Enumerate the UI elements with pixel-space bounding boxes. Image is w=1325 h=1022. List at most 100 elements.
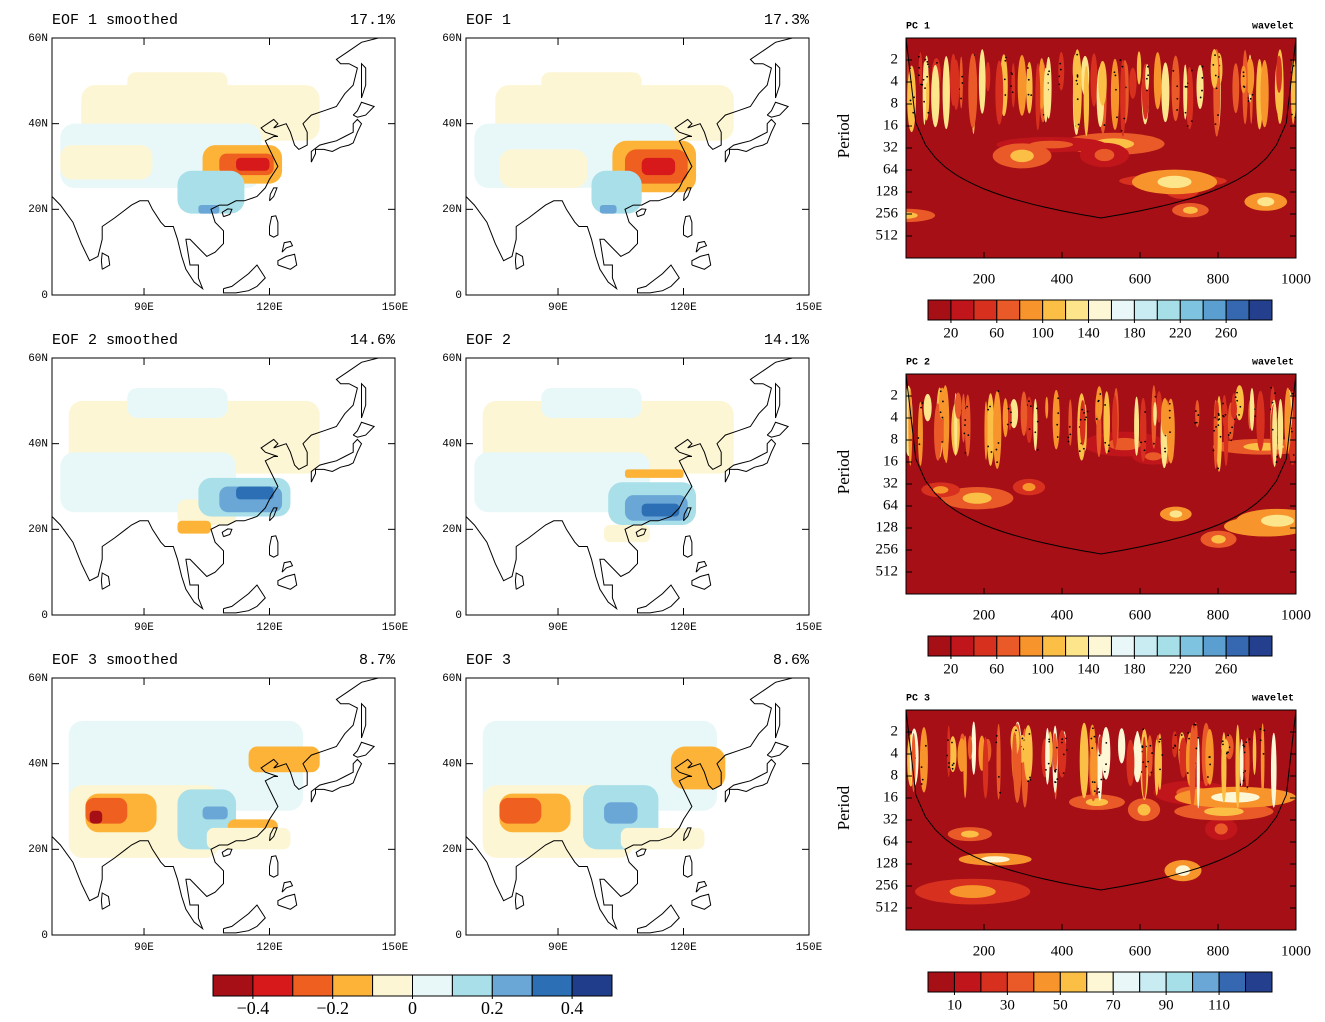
coastline — [683, 535, 693, 558]
panel-subtitle: wavelet — [1252, 21, 1294, 33]
y-tick-label: 512 — [876, 227, 899, 243]
significance-dot — [1243, 751, 1246, 754]
significance-dot — [1056, 436, 1059, 438]
significance-dot — [1104, 404, 1106, 406]
significance-dot — [1242, 779, 1245, 782]
significance-dot — [952, 762, 955, 765]
power-streak — [1260, 723, 1265, 797]
significance-dot — [1251, 93, 1254, 96]
significance-dot — [926, 75, 929, 78]
power-streak — [1057, 729, 1067, 778]
x-tick-label: 120E — [670, 942, 697, 954]
significance-dot — [923, 100, 925, 103]
significance-dot — [941, 416, 944, 419]
panel-subtitle: wavelet — [1252, 357, 1294, 369]
power-core — [1022, 483, 1036, 492]
significance-dot — [1291, 430, 1293, 433]
significance-dot — [1229, 432, 1232, 434]
coastline — [691, 253, 712, 270]
plot-frame — [51, 357, 396, 616]
colorbar-box — [1112, 971, 1141, 993]
significance-dot — [960, 97, 962, 100]
significance-dot — [961, 75, 964, 78]
significance-dot — [951, 741, 953, 744]
colorbar-label: 0 — [408, 998, 417, 1018]
power-streak — [1110, 58, 1120, 130]
colorbar-box — [996, 299, 1021, 321]
coastline — [683, 827, 692, 842]
power-streak — [1025, 396, 1033, 444]
panel-title: EOF 2 — [466, 332, 511, 349]
power-streak — [911, 733, 916, 793]
coastline — [635, 528, 647, 538]
power-streak — [1045, 728, 1050, 785]
power-band — [906, 208, 936, 223]
significance-dot — [1214, 54, 1216, 57]
significance-dot — [1244, 770, 1247, 772]
power-streak — [1171, 731, 1178, 758]
y-axis-label: Period — [834, 449, 853, 494]
significance-dot — [1242, 744, 1245, 747]
power-streak — [1043, 67, 1049, 123]
power-streak — [1133, 733, 1142, 783]
field-shading — [206, 827, 291, 850]
significance-dot — [1291, 392, 1294, 395]
power-streak — [1252, 729, 1257, 775]
x-tick-label: 150E — [382, 942, 409, 954]
significance-dot — [1201, 89, 1203, 92]
power-streak — [1270, 732, 1277, 808]
significance-dot — [1215, 426, 1217, 428]
coastline — [695, 240, 708, 253]
significance-dot — [1056, 423, 1059, 426]
field-shading — [202, 806, 228, 820]
power-streak — [949, 736, 957, 773]
significance-dot — [1010, 411, 1012, 414]
significance-dot — [1007, 407, 1010, 410]
x-tick-label: 90E — [134, 302, 154, 314]
significance-dot — [1217, 114, 1219, 116]
power-core — [1260, 514, 1294, 527]
y-tick-label: 0 — [455, 290, 462, 302]
significance-dot — [1115, 88, 1117, 91]
significance-dot — [1104, 441, 1107, 444]
colorbar-box — [1248, 299, 1273, 321]
significance-dot — [918, 74, 920, 77]
power-streak — [1068, 399, 1073, 446]
significance-dot — [918, 443, 921, 446]
power-streak — [1235, 724, 1240, 809]
significance-dot — [924, 58, 927, 61]
power-core — [932, 486, 949, 494]
significance-dot — [951, 764, 954, 767]
significance-dot — [1228, 746, 1231, 749]
colorbar-box — [927, 635, 952, 657]
significance-dot — [1059, 62, 1062, 65]
power-core — [962, 492, 992, 504]
power-streak — [1272, 401, 1278, 468]
colorbar-box — [1086, 971, 1114, 993]
power-streak — [1142, 736, 1147, 799]
significance-dot — [1214, 123, 1217, 126]
significance-dot — [1227, 434, 1230, 436]
significance-dot — [1142, 728, 1145, 731]
significance-dot — [1249, 97, 1252, 100]
y-tick-label: 0 — [455, 610, 462, 622]
power-streak — [1154, 739, 1159, 796]
colorbar-label: 140 — [1077, 661, 1100, 677]
coastline — [775, 382, 781, 419]
colorbar-box — [980, 971, 1008, 993]
colorbar-box — [1218, 971, 1247, 993]
significance-dot — [939, 411, 942, 414]
x-tick-label: 150E — [382, 302, 409, 314]
coastline — [223, 584, 266, 614]
significance-dot — [1010, 85, 1013, 88]
field-shading — [499, 797, 542, 824]
power-streak — [1118, 728, 1126, 764]
coastline — [637, 264, 680, 294]
significance-dot — [1113, 71, 1116, 74]
colorbar-box — [1110, 299, 1135, 321]
coastline — [221, 848, 233, 858]
significance-dot — [909, 99, 912, 102]
power-streak — [959, 56, 963, 109]
cone-of-influence — [906, 38, 1296, 219]
